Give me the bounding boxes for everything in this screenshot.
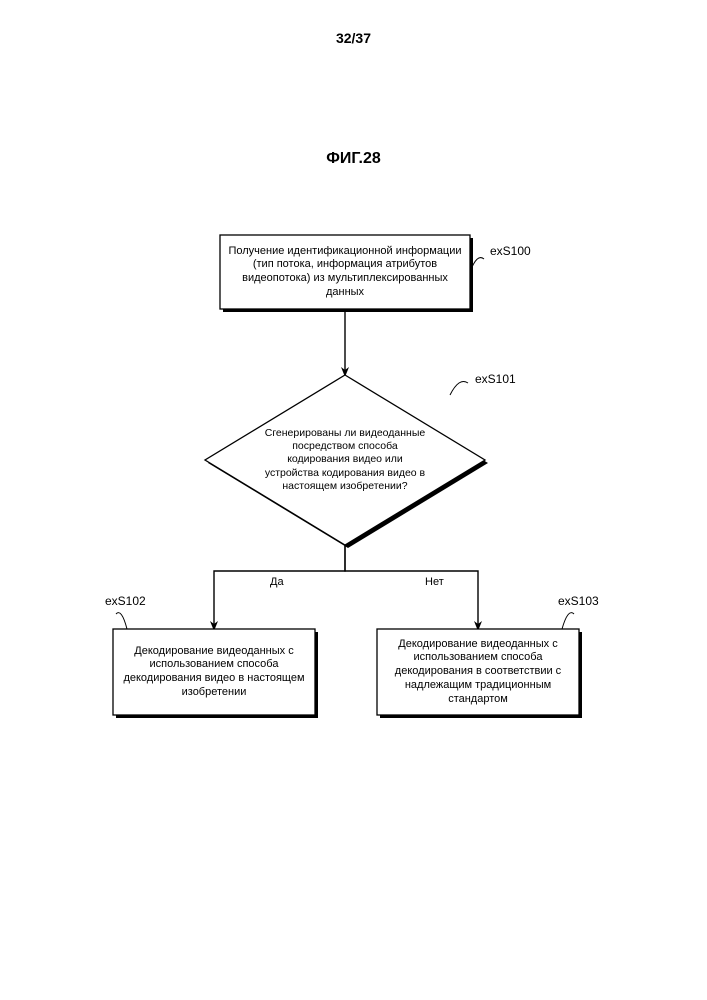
label-s100: exS100 (490, 244, 531, 258)
label-s102: exS102 (105, 594, 146, 608)
flowchart-svg: Да Нет Получение идентификационной информ… (80, 235, 627, 795)
node-s102-text-wrap: Декодирование видеоданных с использовани… (113, 629, 315, 715)
node-s101: Сгенерированы ли видеоданные посредством… (205, 375, 488, 548)
edge-label-1: Да (270, 576, 284, 588)
node-s103: Декодирование видеоданных с использовани… (377, 629, 582, 718)
node-s100-text: Получение идентификационной информации (… (220, 235, 470, 309)
leader-1 (450, 382, 468, 396)
leader-3 (562, 613, 574, 629)
node-s101-text: Сгенерированы ли видеоданные посредством… (258, 399, 432, 521)
figure-title: ФИГ.28 (0, 150, 707, 168)
page-number: 32/37 (0, 30, 707, 46)
edge-2 (345, 545, 478, 629)
node-s103-text-wrap: Декодирование видеоданных с использовани… (377, 629, 579, 715)
node-s103-text: Декодирование видеоданных с использовани… (377, 629, 579, 715)
edge-label-2: Нет (425, 576, 444, 588)
node-s102-text: Декодирование видеоданных с использовани… (113, 629, 315, 715)
node-s100: Получение идентификационной информации (… (220, 235, 473, 312)
node-s100-text-wrap: Получение идентификационной информации (… (220, 235, 470, 309)
leader-2 (116, 613, 127, 629)
node-s101-text-wrap: Сгенерированы ли видеоданные посредством… (258, 399, 432, 521)
node-s102: Декодирование видеоданных с использовани… (113, 629, 318, 718)
label-s101: exS101 (475, 372, 516, 386)
label-s103: exS103 (558, 594, 599, 608)
flowchart-container: Да Нет Получение идентификационной информ… (80, 235, 627, 795)
